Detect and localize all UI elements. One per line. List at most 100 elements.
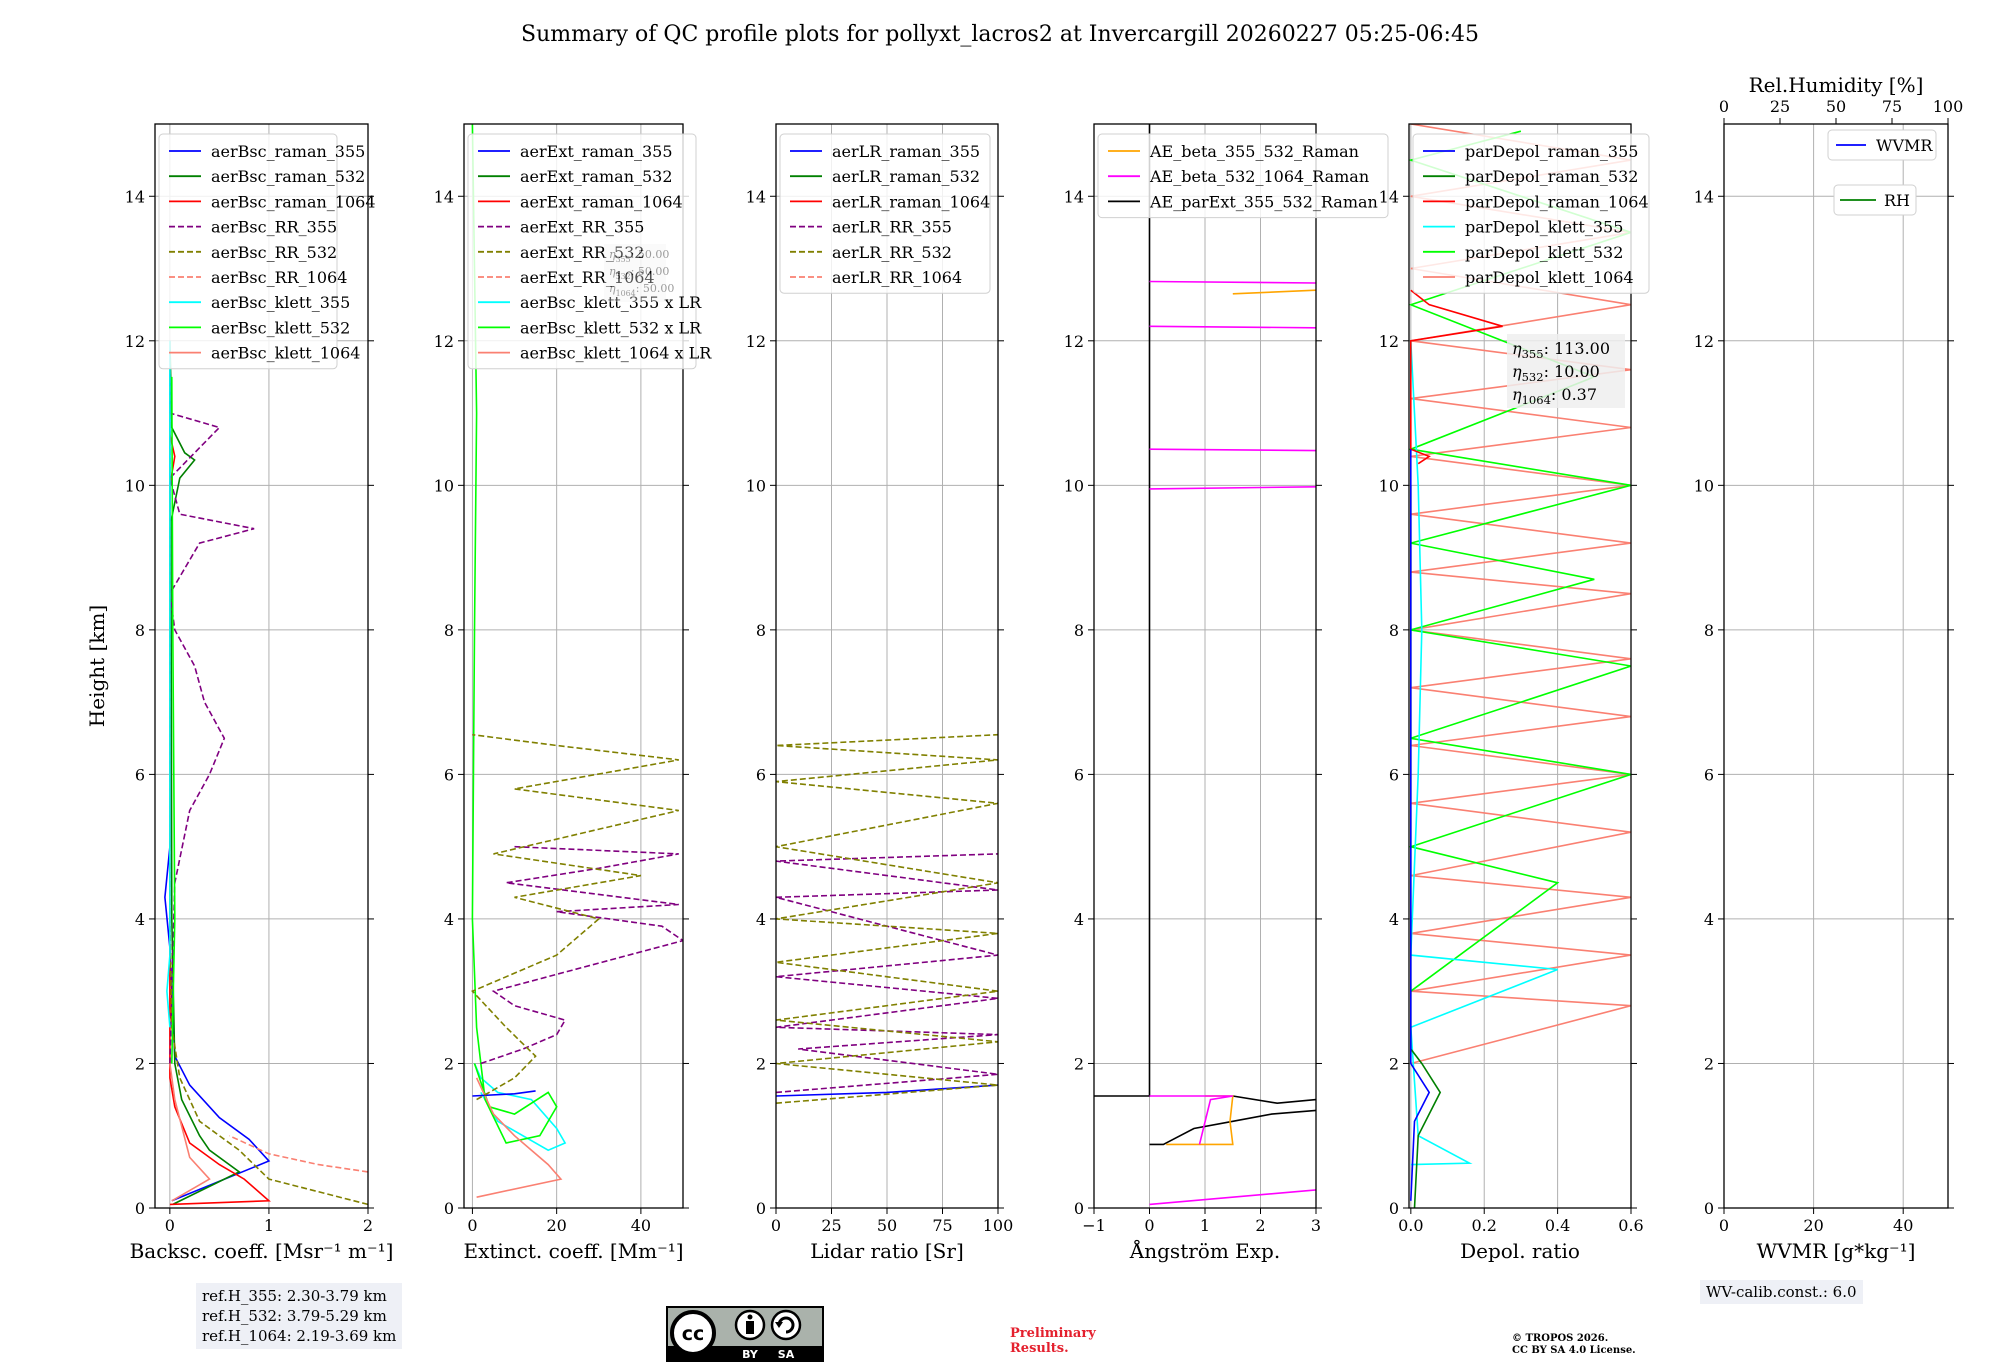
legend-label: aerBsc_raman_1064	[211, 192, 376, 211]
sa-label: SA	[778, 1348, 795, 1361]
legend-label: AE_beta_532_1064_Raman	[1149, 167, 1369, 186]
x-axis-label: Lidar ratio [Sr]	[810, 1239, 964, 1263]
y-tick-label: 14	[125, 187, 145, 206]
series-group	[164, 340, 368, 1206]
series-line-ae3	[1232, 1095, 1316, 1105]
series-line-raman355	[472, 1090, 536, 1097]
y-axis-label: Height [km]	[85, 605, 109, 727]
ref-height-355: ref.H_355: 2.30-3.79 km	[202, 1287, 387, 1305]
annotation-line: η532: 10.00	[1512, 362, 1600, 384]
copyright-line-1: © TROPOS 2026.	[1512, 1333, 1609, 1344]
series-line-rr1064	[228, 1134, 368, 1173]
x-tick-label: 2	[363, 1216, 373, 1235]
y-tick-label: 2	[135, 1054, 145, 1073]
series-line-ae2	[1149, 486, 1316, 490]
x-tick-label: 25	[821, 1216, 841, 1235]
annotation-line: η1064: 0.37	[1512, 385, 1597, 407]
y-tick-label: 10	[1379, 476, 1399, 495]
y-tick-label: 14	[1379, 187, 1399, 206]
y-tick-label: 4	[756, 910, 766, 929]
series-line-klett355	[166, 340, 171, 1028]
preliminary-results-note: Preliminary Results.	[1010, 1326, 1096, 1356]
legend-label: aerBsc_raman_355	[211, 142, 365, 161]
legend-box	[1827, 129, 1937, 161]
legend-wvmr: WVMR	[1827, 129, 1937, 161]
annotation-bg	[604, 244, 666, 302]
series-line-raman532	[169, 340, 241, 1206]
legend-label: aerExt_RR_1064	[520, 268, 655, 287]
x-tick-label: 1	[264, 1216, 274, 1235]
ref-height-1064: ref.H_1064: 2.19-3.69 km	[202, 1327, 397, 1345]
y-tick-label: 12	[125, 332, 145, 351]
series-line-rr355	[776, 853, 998, 1094]
top-x-axis-label: Rel.Humidity [%]	[1749, 73, 1924, 97]
x-tick-label: 0.2	[1471, 1216, 1496, 1235]
x-tick-label: 0	[771, 1216, 781, 1235]
series-line-ae2	[1149, 448, 1316, 452]
x-tick-label: 0	[165, 1216, 175, 1235]
legend-label: aerLR_RR_1064	[832, 268, 962, 287]
cc-icon-text: cc	[682, 1323, 705, 1345]
y-tick-label: 0	[444, 1199, 454, 1218]
y-tick-label: 2	[444, 1054, 454, 1073]
series-line-raman1064	[1410, 289, 1503, 465]
y-tick-label: 12	[746, 332, 766, 351]
series-line-klett355	[473, 1063, 567, 1152]
legend: parDepol_raman_355 parDepol_raman_532 parD…	[1412, 133, 1650, 294]
preliminary-line-1: Preliminary	[1010, 1326, 1096, 1341]
series-line-raman355	[1410, 449, 1431, 1201]
y-tick-label: 4	[444, 910, 454, 929]
cc-icon	[670, 1310, 716, 1356]
x-tick-label: 3	[1311, 1216, 1321, 1235]
legend: aerLR_raman_355 aerLR_raman_532 aerLR_rama…	[779, 133, 991, 294]
legend-label: aerExt_raman_1064	[520, 192, 683, 211]
y-tick-label: 12	[1379, 332, 1399, 351]
y-tick-label: 12	[1064, 332, 1084, 351]
legend-label: aerBsc_RR_355	[211, 218, 337, 237]
legend-label: aerLR_raman_532	[832, 167, 980, 186]
legend-label: aerBsc_klett_532	[211, 318, 350, 337]
y-tick-label: 0	[1074, 1199, 1084, 1218]
x-axis-label: Extinct. coeff. [Mm⁻¹]	[463, 1239, 683, 1263]
y-tick-label: 0	[1704, 1199, 1714, 1218]
y-tick-label: 6	[135, 765, 145, 784]
y-tick-label: 12	[1694, 332, 1714, 351]
series-line-klett532	[171, 376, 176, 1064]
legend-label: parDepol_klett_532	[1465, 243, 1623, 262]
x-tick-label: 20	[546, 1216, 566, 1235]
legend-label: aerBsc_klett_355 x LR	[520, 293, 702, 312]
y-tick-label: 8	[1704, 621, 1714, 640]
series-line-ae2	[1149, 280, 1316, 284]
annotation-line: η1064: 50.00	[609, 282, 674, 298]
y-tick-label: 6	[1389, 765, 1399, 784]
series-line-raman355	[164, 340, 271, 1202]
panel-lr: 0 25 50 75 100 0 2 4 6 8 10 12 14 Lidar ratio [Sr] aer…	[746, 123, 1013, 1263]
legend-box	[158, 133, 338, 370]
y-tick-label: 8	[444, 621, 454, 640]
series-group	[471, 124, 683, 1198]
x-tick-label: 0.4	[1545, 1216, 1570, 1235]
x-tick-label: 0.6	[1618, 1216, 1643, 1235]
top-x-tick-label: 75	[1882, 97, 1902, 116]
by-label: BY	[742, 1348, 759, 1361]
annotation-line: η355: 113.00	[1512, 339, 1610, 361]
annotation-line: η355: 50.00	[609, 248, 669, 264]
y-tick-label: 8	[135, 621, 145, 640]
y-tick-label: 14	[746, 187, 766, 206]
y-tick-label: 6	[1074, 765, 1084, 784]
top-x-tick-label: 0	[1719, 97, 1729, 116]
y-tick-label: 2	[1389, 1054, 1399, 1073]
wv-calib-text: WV-calib.const.: 6.0	[1706, 1283, 1857, 1301]
legend-label: parDepol_raman_1064	[1465, 192, 1649, 211]
series-group	[776, 733, 998, 1104]
legend-label: parDepol_klett_1064	[1465, 268, 1634, 287]
legend-label: aerBsc_klett_532 x LR	[520, 318, 702, 337]
series-line-klett1064	[169, 1063, 211, 1202]
legend-label: aerBsc_RR_532	[211, 243, 337, 262]
legend: aerBsc_raman_355 aerBsc_raman_532 aerBsc_r…	[158, 133, 376, 370]
y-tick-label: 2	[1074, 1054, 1084, 1073]
legend-box	[1097, 133, 1389, 219]
y-tick-label: 10	[125, 476, 145, 495]
